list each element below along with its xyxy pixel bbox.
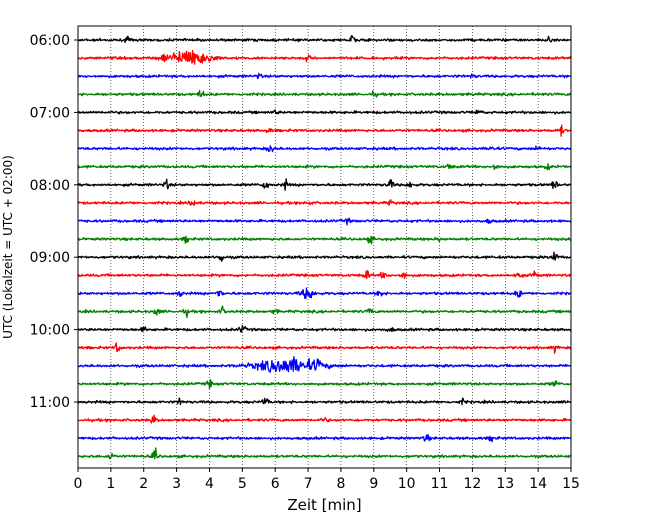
x-tick-label: 13: [496, 476, 514, 492]
trace-0615: [77, 49, 572, 65]
y-axis: 06:00 07:00 08:00 09:00 10:00 11:00: [30, 33, 78, 411]
x-tick-label: 8: [336, 476, 345, 492]
plot-frame: [77, 25, 572, 469]
trace-1130: [77, 433, 572, 443]
x-tick-label: 0: [74, 476, 83, 492]
y-tick-label: 09:00: [30, 250, 70, 266]
x-tick-label: 14: [529, 476, 547, 492]
trace-1045: [77, 379, 572, 390]
trace-0600: [77, 34, 572, 44]
x-tick-label: 12: [463, 476, 481, 492]
x-tick-label: 7: [304, 476, 313, 492]
trace-1115: [77, 414, 572, 424]
trace-0900: [77, 251, 572, 262]
trace-0830: [77, 217, 572, 226]
x-tick-label: 15: [562, 476, 580, 492]
trace-1100: [77, 397, 572, 406]
trace-0815: [77, 199, 572, 206]
x-tick-label: 9: [369, 476, 378, 492]
y-tick-label: 07:00: [30, 105, 70, 121]
trace-1145: [77, 447, 572, 460]
trace-0930: [77, 287, 572, 299]
trace-1030: [77, 356, 572, 373]
y-tick-label: 08:00: [30, 178, 70, 194]
trace-0630: [77, 72, 572, 80]
trace-0945: [77, 305, 572, 319]
x-tick-label: 11: [431, 476, 449, 492]
trace-0845: [77, 235, 572, 245]
trace-0800: [77, 178, 572, 191]
x-tick-label: 1: [106, 476, 115, 492]
x-tick-label: 2: [139, 476, 148, 492]
y-axis-label: UTC (Lokalzeit = UTC + 02:00): [1, 155, 15, 339]
traces-group: [77, 34, 572, 460]
x-tick-label: 5: [238, 476, 247, 492]
y-tick-label: 11:00: [30, 395, 70, 411]
y-tick-label: 10:00: [30, 323, 70, 339]
y-tick-label: 06:00: [30, 33, 70, 49]
trace-0730: [77, 145, 572, 153]
x-axis: 0 1 2 3 4 5 6 7 8 9 10 11 12 13 14 15: [74, 468, 580, 492]
trace-1000: [77, 324, 572, 333]
x-tick-label: 4: [205, 476, 214, 492]
x-tick-label: 3: [172, 476, 181, 492]
trace-1015: [77, 342, 572, 354]
trace-0715: [77, 124, 572, 137]
x-tick-label: 10: [398, 476, 416, 492]
x-axis-label: Zeit [min]: [287, 496, 361, 514]
x-tick-label: 6: [271, 476, 280, 492]
trace-0700: [77, 109, 572, 115]
trace-0645: [77, 89, 572, 98]
trace-0745: [77, 163, 572, 171]
trace-0915: [77, 270, 572, 280]
